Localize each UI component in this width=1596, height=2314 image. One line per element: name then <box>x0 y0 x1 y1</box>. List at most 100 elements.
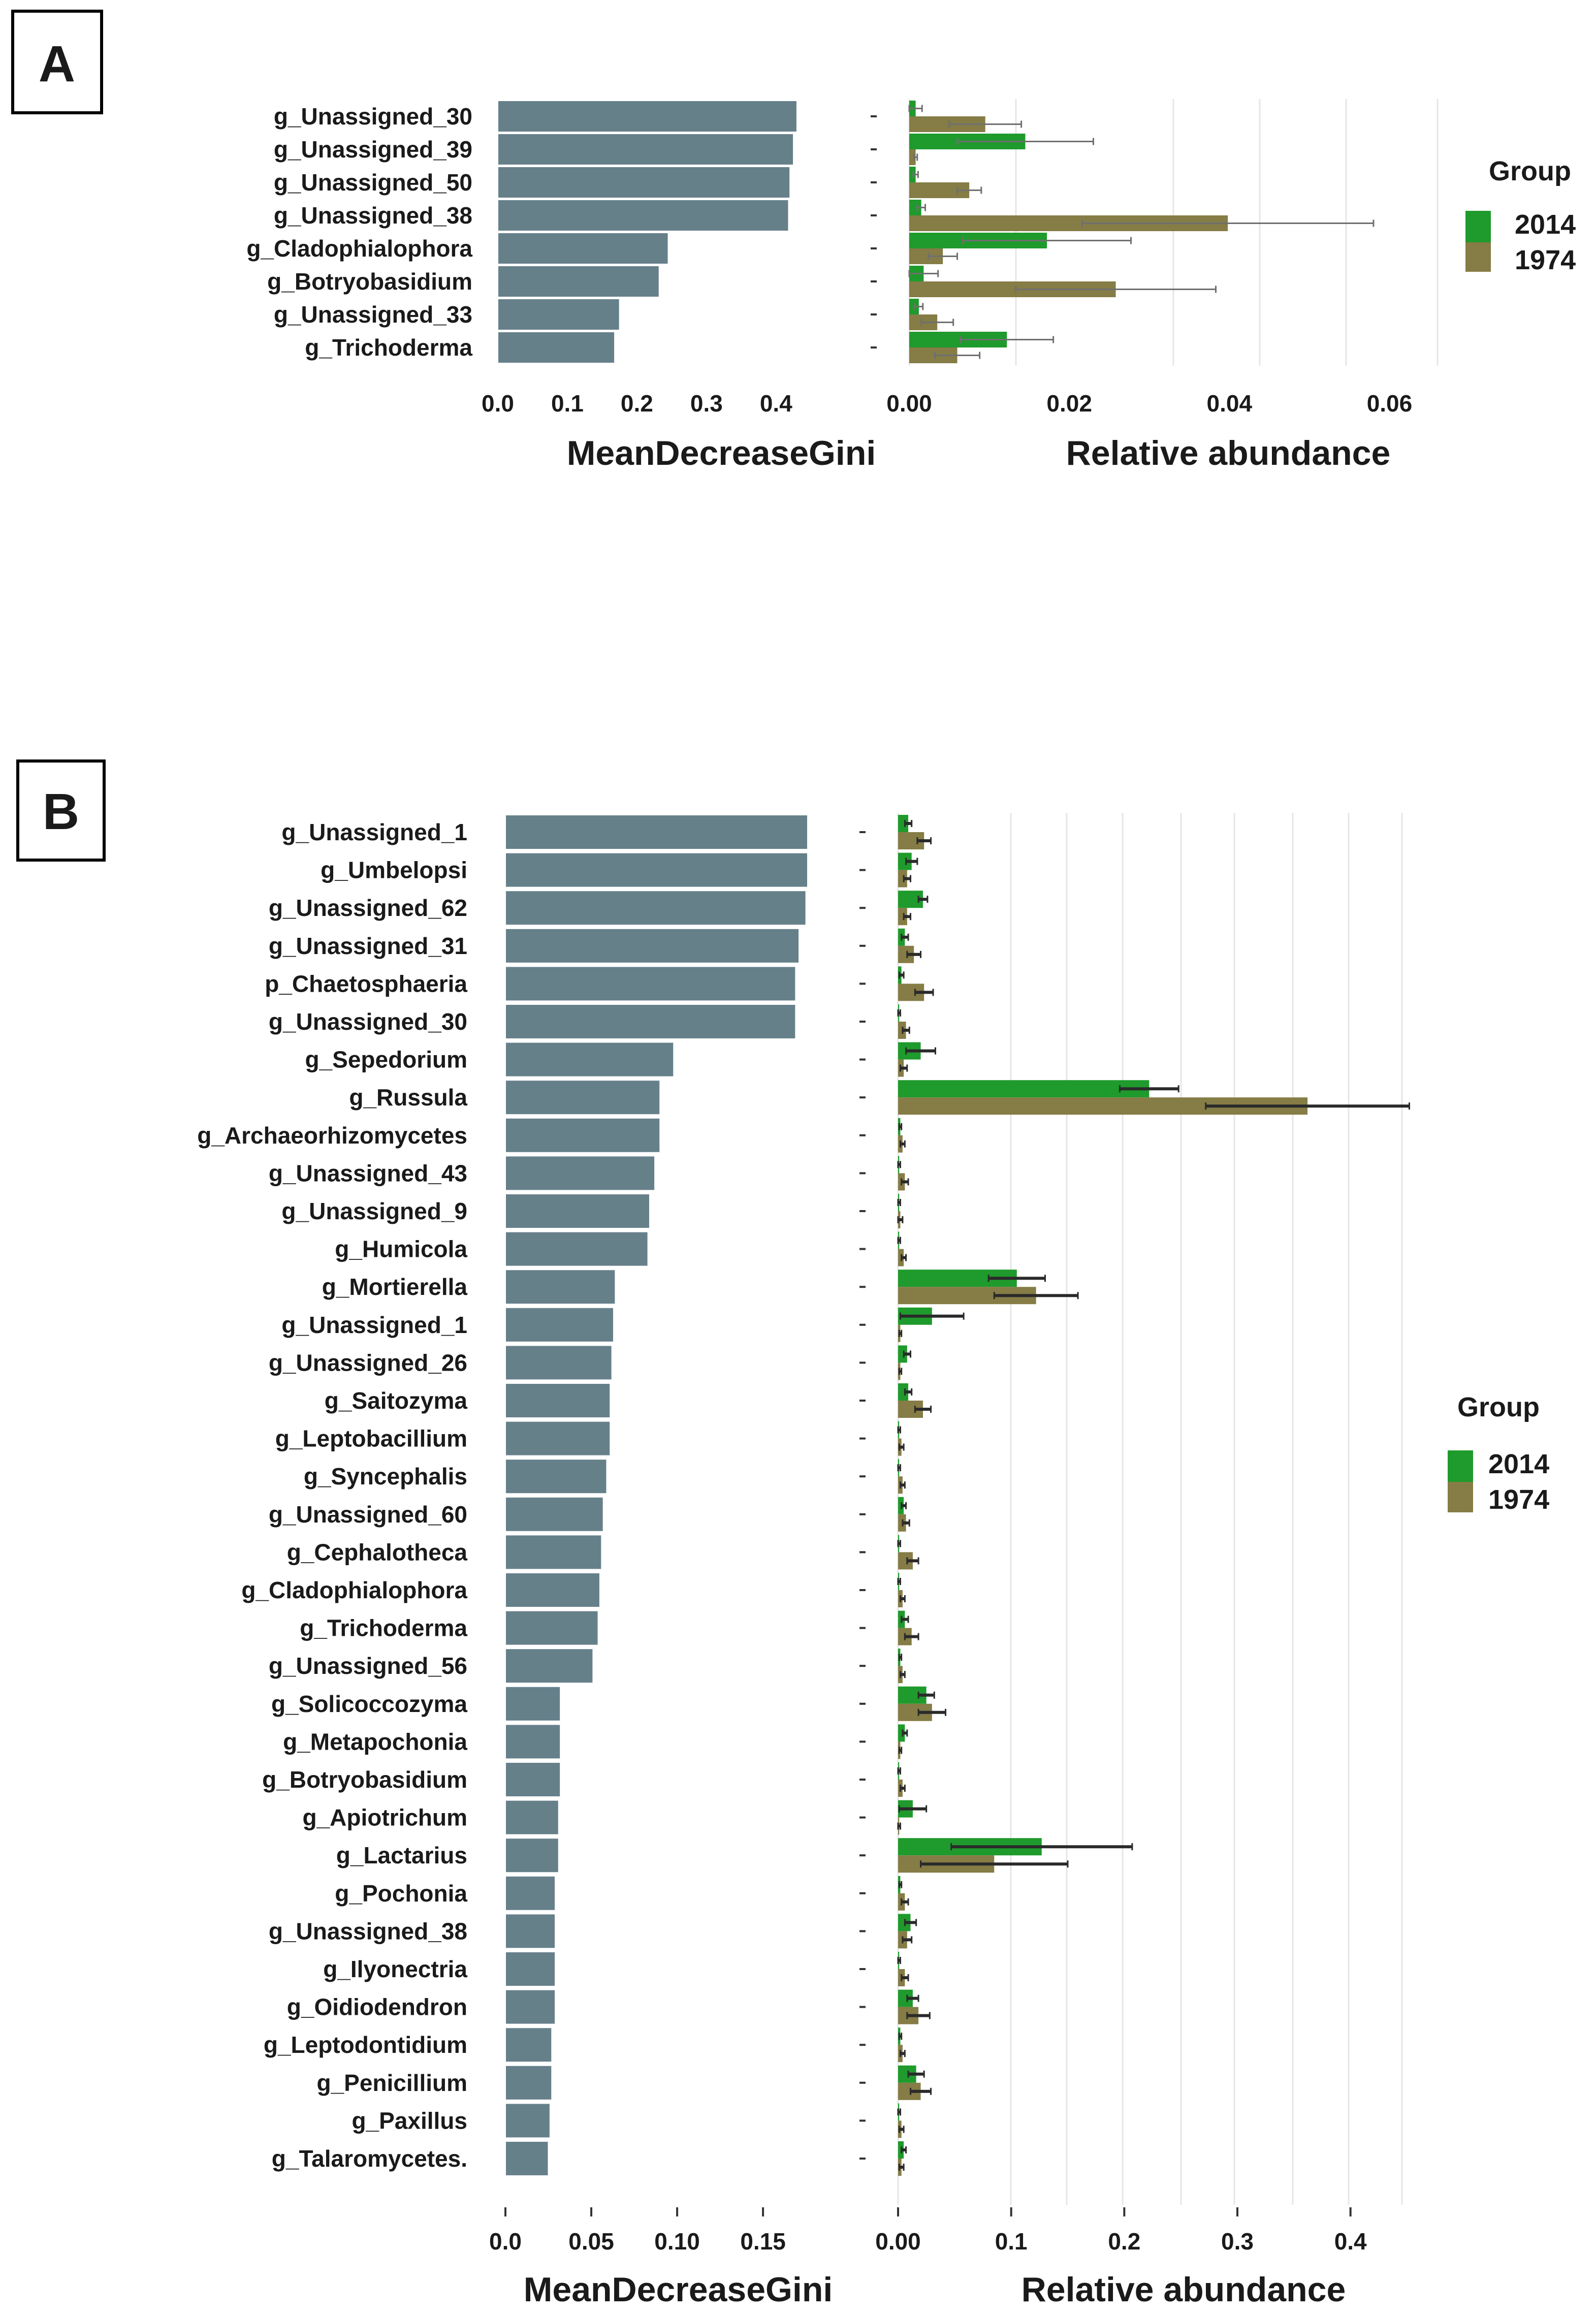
panel-b-gini-bar <box>505 2103 551 2139</box>
panel-b-abundance-bar-2014 <box>898 815 909 832</box>
panel-a-legend: Group 2014 1974 <box>1465 156 1576 275</box>
panel-b-legend-title: Group <box>1457 1392 1540 1422</box>
panel-b-legend-label-2014: 2014 <box>1488 1449 1549 1479</box>
panel-a-category-label: g_Unassigned_39 <box>274 136 472 163</box>
panel-b-category-labels: g_Unassigned_1 g_Umbelopsi g_Unassigned_62… <box>197 819 467 2172</box>
panel-a-legend-label-1974: 1974 <box>1515 245 1576 275</box>
panel-a-abundance-tick-label: 0.00 <box>886 390 932 417</box>
panel-b-gini-bar <box>505 1155 656 1191</box>
panel-b-abundance-bar-2014 <box>898 1080 1150 1098</box>
panel-b-category-label: g_Botryobasidium <box>262 1766 467 1793</box>
panel-b-gini-bar <box>505 1420 611 1456</box>
panel-b-gini-xlabel: MeanDecreaseGini <box>524 2270 833 2309</box>
panel-a-gini-bar <box>497 232 669 265</box>
panel-b-category-label: g_Trichoderma <box>300 1615 467 1641</box>
panel-b-category-label: g_Unassigned_30 <box>269 1008 467 1035</box>
panel-a-abundance-bar-1974 <box>909 149 916 165</box>
panel-a-gini-tick-label: 0.3 <box>690 390 723 417</box>
panel-b-category-label: g_Oidiodendron <box>287 1994 467 2020</box>
panel-b-abundance-bar-1974 <box>898 870 907 887</box>
panel-b-category-label: g_Russula <box>349 1084 467 1111</box>
panel-a-gini-chart: 0.0 0.1 0.2 0.3 0.4 <box>482 100 797 417</box>
panel-a-category-labels: g_Unassigned_30 g_Unassigned_39 g_Unassign… <box>246 103 472 361</box>
panel-b-gini-tick-label: 0.0 <box>489 2228 522 2255</box>
panel-a-gini-tick-label: 0.2 <box>621 390 653 417</box>
panel-b-abundance-bar-2014 <box>898 1724 905 1742</box>
panel-b-gini-tick-label: 0.15 <box>740 2228 786 2255</box>
panel-b-gini-bar <box>505 1193 650 1229</box>
panel-b-gini-bar <box>505 966 796 1002</box>
panel-b-abundance-tick-label: 0.4 <box>1334 2228 1367 2255</box>
panel-b-category-label: g_Unassigned_9 <box>281 1198 467 1224</box>
panel-b-gini-bar <box>505 852 808 888</box>
panel-b-gini-bar <box>505 1724 561 1760</box>
panel-b-abundance-tick-label: 0.2 <box>1108 2228 1140 2255</box>
panel-b-legend: Group 2014 1974 <box>1448 1392 1549 1515</box>
panel-a-abundance-bar-2014 <box>909 200 921 215</box>
panel-b-legend-label-1974: 1974 <box>1488 1484 1549 1515</box>
panel-a-legend-label-2014: 2014 <box>1515 209 1576 240</box>
panel-a-abundance-bar-2014 <box>909 299 919 314</box>
panel-b-category-label: p_Chaetosphaeria <box>265 970 467 997</box>
panel-b-gini-bar <box>505 2141 549 2176</box>
panel-b-label: B <box>43 783 79 840</box>
panel-b-category-label: g_Leptobacillium <box>275 1425 467 1452</box>
panel-b-category-label: g_Talaromycetes. <box>272 2145 467 2172</box>
panel-b-category-label: g_Umbelopsi <box>321 857 467 883</box>
panel-a-separator-marks <box>871 115 877 348</box>
panel-b-category-label: g_Unassigned_43 <box>269 1160 467 1186</box>
panel-b-gini-bar <box>505 1648 594 1684</box>
panel-b-category-label: g_Unassigned_1 <box>281 1312 467 1338</box>
panel-a-gini-bar <box>497 133 794 166</box>
panel-a-label-box <box>11 10 103 114</box>
panel-a-legend-title: Group <box>1489 156 1571 186</box>
panel-a-gini-tick-label: 0.1 <box>551 390 584 417</box>
panel-b-category-label: g_Penicillium <box>316 2070 467 2096</box>
panel-b-abundance-bar-2014 <box>898 1383 909 1401</box>
panel-b-gini-bar <box>505 1080 661 1116</box>
panel-b-gini-bar <box>505 2027 553 2063</box>
panel-b-gini-bar <box>505 814 808 850</box>
panel-b-gini-bar <box>505 1913 556 1949</box>
panel-b-gini-bar <box>505 1951 556 1987</box>
panel-a-label: A <box>39 36 75 92</box>
panel-b-gini-bar <box>505 1307 614 1343</box>
panel-b-gini-bar <box>505 1837 559 1874</box>
panel-b-category-label: g_Unassigned_38 <box>269 1918 467 1944</box>
panel-b-category-label: g_Pochonia <box>335 1880 467 1907</box>
panel-a-gini-bar <box>497 100 797 133</box>
panel-b-label-box <box>16 759 106 862</box>
panel-b-gini-bar <box>505 1041 675 1077</box>
panel-b-category-label: g_Unassigned_56 <box>269 1653 467 1679</box>
panel-b-abundance-chart: 0.00 0.1 0.2 0.3 0.4 <box>875 813 1410 2255</box>
panel-b-gini-bar <box>505 1875 556 1911</box>
panel-a-category-label: g_Botryobasidium <box>267 268 472 295</box>
panel-a-category-label: g_Unassigned_38 <box>274 202 472 229</box>
panel-b-gini-bar <box>505 1004 796 1039</box>
panel-a-abundance-tick-label: 0.04 <box>1207 390 1253 417</box>
panel-b-category-label: g_Apiotrichum <box>302 1804 467 1831</box>
panel-b-gini-bar <box>505 1610 599 1646</box>
panel-a-category-label: g_Cladophialophora <box>246 235 472 262</box>
panel-b-gini-bar <box>505 1269 616 1305</box>
panel-b-gini-bar <box>505 1345 613 1381</box>
panel-b-category-label: g_Unassigned_60 <box>269 1501 467 1528</box>
panel-b-abundance-tick-label: 0.00 <box>875 2228 921 2255</box>
panel-b-gini-bar <box>505 928 800 964</box>
panel-b-abundance-tick-label: 0.3 <box>1221 2228 1254 2255</box>
panel-b-category-label: g_Cephalotheca <box>287 1539 468 1565</box>
panel-b-abundance-xlabel: Relative abundance <box>1022 2270 1346 2309</box>
panel-b-category-label: g_Unassigned_31 <box>269 933 467 959</box>
panel-b: B g_Unassigned_1 g_Umbelopsi g_Unassigned_… <box>16 759 1549 2309</box>
panel-b-gini-bar <box>505 1534 602 1570</box>
panel-b-abundance-bar-2014 <box>898 1345 907 1363</box>
panel-b-abundance-bar-1974 <box>898 908 907 926</box>
panel-b-gini-tick-label: 0.05 <box>568 2228 614 2255</box>
panel-b-legend-swatch-2014 <box>1448 1450 1473 1482</box>
panel-a-gini-bar <box>497 298 620 331</box>
panel-a-category-label: g_Trichoderma <box>305 334 472 361</box>
panel-b-legend-swatch-1974 <box>1448 1482 1473 1512</box>
panel-b-category-label: g_Solicoccozyma <box>271 1691 467 1717</box>
panel-b-category-label: g_Unassigned_1 <box>281 819 467 845</box>
